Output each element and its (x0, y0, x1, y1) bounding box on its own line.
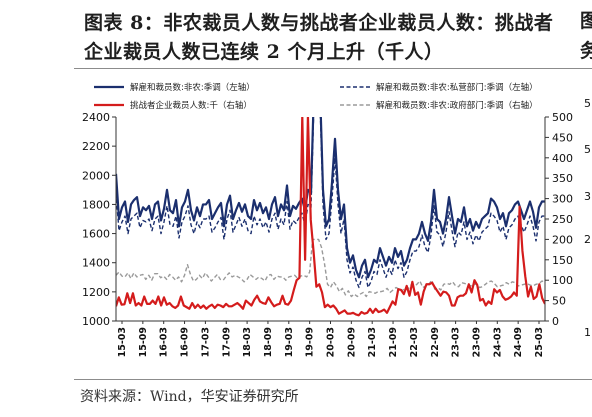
y-left-tick-label: 2400 (82, 111, 110, 124)
neighbor-title-fragment: 图 (580, 10, 592, 32)
chart-legend: 解雇和裁员数:非农:季调（左轴） 解雇和裁员数:非农:私营部门:季调（左轴） 挑战者… (94, 82, 538, 111)
x-tick-label: 18-09 (263, 327, 274, 357)
x-tick-label: 20-03 (326, 327, 337, 357)
x-tick-label: 24-09 (513, 327, 524, 357)
neighbor-figure-fragment: 图务 5 5 3 2 1 (580, 10, 592, 339)
neighbor-axis-fragment: 3 (584, 190, 591, 203)
y-right-tick-label: 350 (552, 172, 573, 185)
x-tick-label: 25-03 (534, 327, 545, 357)
series-line-2 (116, 117, 545, 317)
y-right-tick-label: 200 (552, 233, 573, 246)
x-tick-label: 17-09 (221, 327, 232, 357)
legend-label-0: 解雇和裁员数:非农:季调（左轴） (130, 82, 255, 93)
chart-title-line-2: 企业裁员人数已连续 2 个月上升（千人） (84, 41, 444, 63)
x-tick-label: 16-03 (159, 327, 170, 357)
x-tick-label: 24-03 (492, 327, 503, 357)
y-right-tick-label: 500 (552, 111, 573, 124)
neighbor-axis-fragment: 1 (584, 326, 591, 339)
x-tick-label: 22-09 (430, 327, 441, 357)
x-tick-label: 17-03 (200, 327, 211, 357)
plot-area (116, 117, 545, 317)
y-left-tick-label: 1000 (82, 315, 110, 328)
x-tick-label: 21-09 (388, 327, 399, 357)
x-tick-label: 19-09 (305, 327, 316, 357)
series-line-1 (116, 117, 545, 289)
y-right-tick-label: 50 (552, 295, 566, 308)
neighbor-axis-fragment: 5 (584, 143, 591, 156)
x-tick-label: 20-09 (346, 327, 357, 357)
neighbor-title-fragment: 务 (580, 39, 592, 62)
x-tick-label: 16-09 (180, 327, 191, 357)
x-tick-label: 15-03 (117, 327, 128, 357)
y-left-tick-label: 1800 (82, 198, 110, 211)
y-right-tick-label: 300 (552, 193, 573, 206)
y-right-tick-label: 450 (552, 131, 573, 144)
series-line-0 (116, 117, 545, 279)
source-note: 资料来源：Wind，华安证券研究所 (80, 389, 299, 405)
y-left-tick-label: 2000 (82, 169, 110, 182)
y-left-tick-label: 1600 (82, 228, 110, 241)
x-tick-label: 23-03 (451, 327, 462, 357)
y-left-tick-label: 2200 (82, 140, 110, 153)
y-right-tick-label: 250 (552, 213, 573, 226)
chart-title-line-1: 图表 8：非农裁员人数与挑战者企业裁员人数：挑战者 (84, 12, 554, 34)
x-tick-label: 23-09 (471, 327, 482, 357)
bottom-divider (74, 379, 592, 380)
x-tick-label: 22-03 (409, 327, 420, 357)
top-divider (74, 68, 592, 69)
y-right-tick-label: 0 (552, 315, 559, 328)
neighbor-axis-fragment: 2 (584, 233, 591, 246)
legend-label-3: 解雇和裁员数:非农:政府部门:季调（右轴） (376, 100, 538, 111)
y-right-tick-label: 400 (552, 152, 573, 165)
chart-axes: 1000 1200 1400 1600 1800 2000 2200 2400 0 50 100 15… (82, 111, 573, 357)
y-right-tick-label: 100 (552, 274, 573, 287)
y-left-tick-label: 1400 (82, 257, 110, 270)
x-tick-label: 15-09 (138, 327, 149, 357)
y-left-tick-label: 1200 (82, 286, 110, 299)
legend-label-1: 解雇和裁员数:非农:私营部门:季调（左轴） (376, 82, 538, 93)
x-tick-label: 19-03 (284, 327, 295, 357)
y-right-tick-label: 150 (552, 254, 573, 267)
legend-label-2: 挑战者企业裁员人数:千（右轴） (130, 100, 252, 111)
neighbor-axis-fragment: 5 (584, 97, 591, 110)
x-tick-label: 21-03 (367, 327, 378, 357)
series-line-3 (116, 238, 545, 298)
x-tick-label: 18-03 (242, 327, 253, 357)
